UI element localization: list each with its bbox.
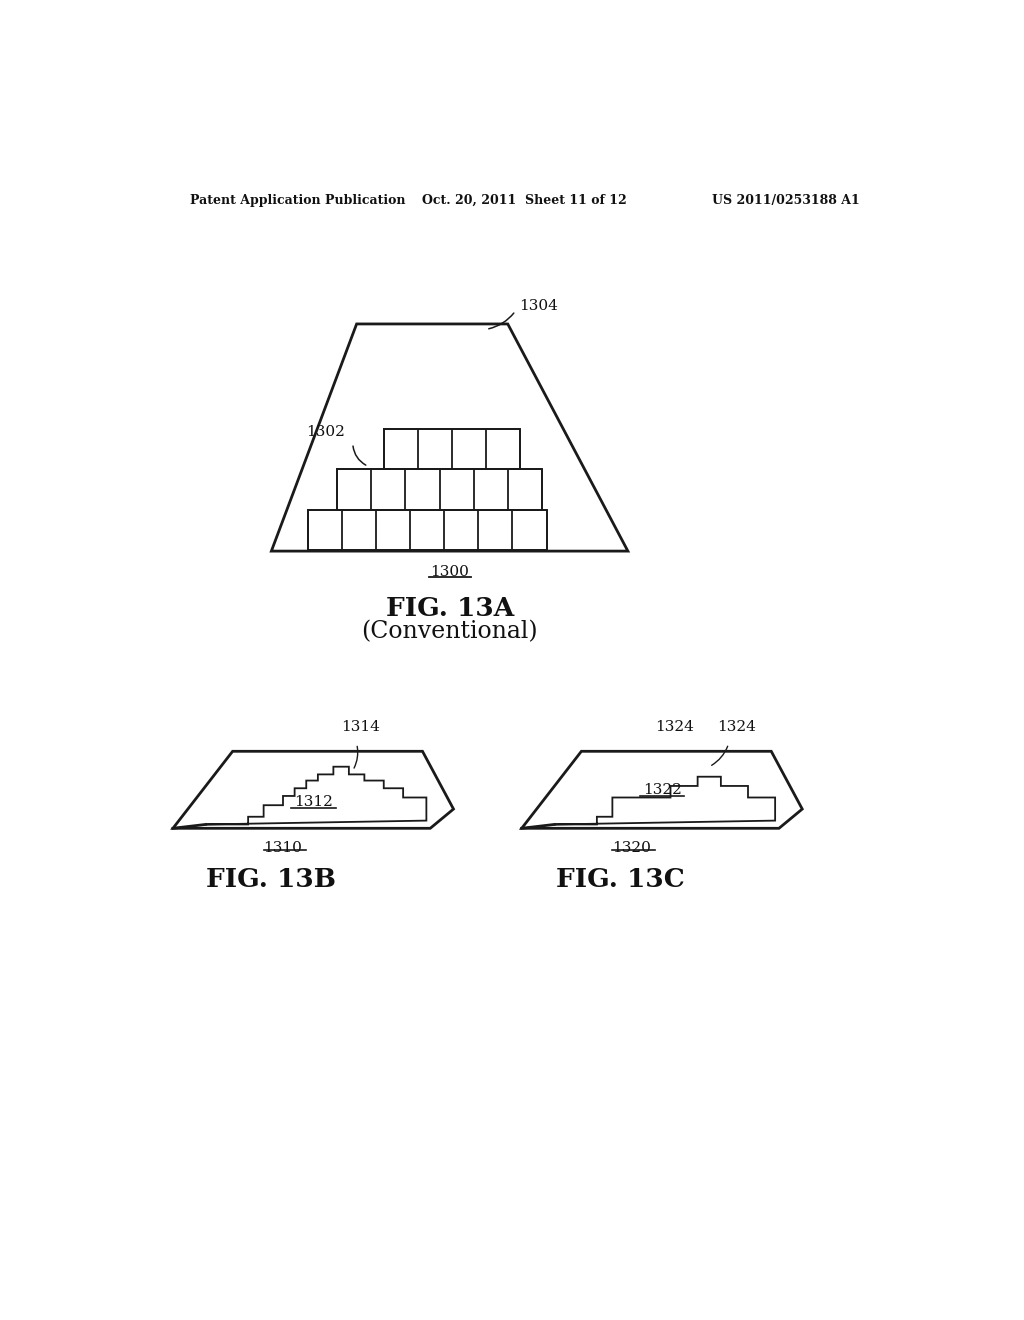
Text: 1310: 1310	[263, 841, 302, 854]
Text: FIG. 13A: FIG. 13A	[385, 595, 514, 620]
Text: 1320: 1320	[612, 841, 651, 854]
Polygon shape	[173, 751, 454, 829]
Text: FIG. 13B: FIG. 13B	[207, 867, 336, 892]
Text: 1324: 1324	[655, 721, 694, 734]
Text: 1322: 1322	[643, 783, 682, 797]
Text: 1304: 1304	[519, 300, 558, 313]
Text: 1324: 1324	[717, 721, 756, 734]
Text: Patent Application Publication: Patent Application Publication	[190, 194, 406, 207]
Text: 1312: 1312	[295, 795, 334, 809]
Text: 1300: 1300	[430, 565, 469, 579]
Text: FIG. 13C: FIG. 13C	[556, 867, 684, 892]
Text: Oct. 20, 2011  Sheet 11 of 12: Oct. 20, 2011 Sheet 11 of 12	[423, 194, 627, 207]
Polygon shape	[271, 323, 628, 552]
Polygon shape	[521, 751, 802, 829]
Polygon shape	[206, 767, 426, 825]
Text: (Conventional): (Conventional)	[361, 620, 538, 643]
Polygon shape	[384, 429, 520, 470]
Text: 1314: 1314	[341, 721, 380, 734]
Polygon shape	[554, 776, 775, 825]
Polygon shape	[308, 510, 547, 549]
Text: US 2011/0253188 A1: US 2011/0253188 A1	[712, 194, 859, 207]
Text: 1302: 1302	[306, 425, 345, 438]
Polygon shape	[337, 470, 542, 510]
